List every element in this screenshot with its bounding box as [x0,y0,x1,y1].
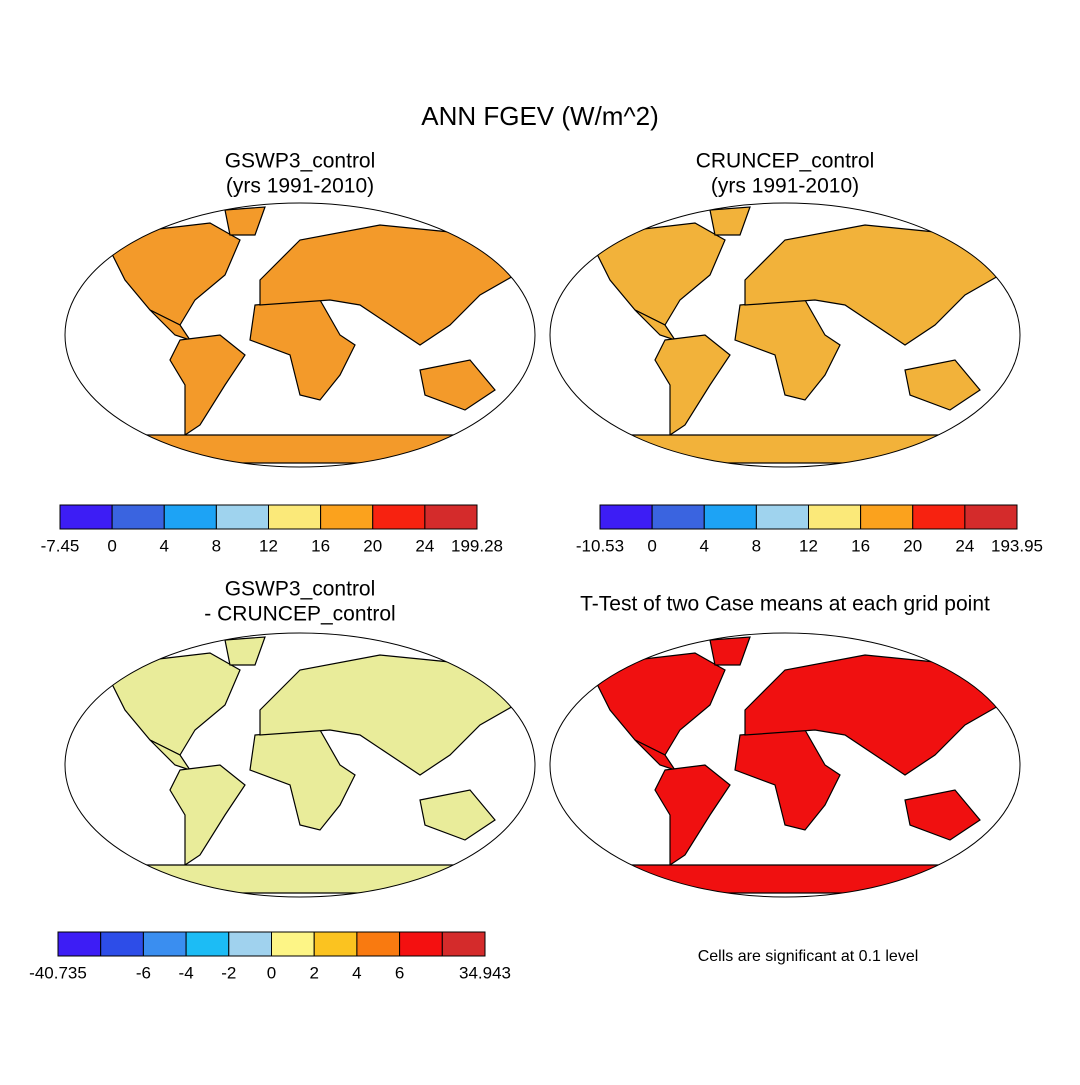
colorbar-label: 199.28 [451,536,503,555]
colorbar-label: -2 [221,963,236,982]
map [549,632,1021,898]
map-border [549,632,1021,898]
panel-title: GSWP3_control [225,578,376,601]
colorbar-label: 8 [212,536,221,555]
colorbar-box [271,931,315,957]
map [549,202,1021,468]
colorbar-box [808,504,862,530]
map-border [64,202,536,468]
colorbar-label: 16 [851,536,870,555]
colorbar-label: -7.45 [41,536,80,555]
colorbar-label: 12 [259,536,278,555]
colorbar-label: 8 [752,536,761,555]
colorbar-label: 0 [267,963,276,982]
colorbar-box [860,504,914,530]
colorbar-box [372,504,426,530]
colorbar-label: 6 [395,963,404,982]
colorbar-label: 2 [309,963,318,982]
colorbar-box [215,504,269,530]
colorbar-label: 24 [955,536,974,555]
colorbar-box [703,504,757,530]
colorbar-label: 24 [415,536,434,555]
map-border [549,202,1021,468]
panel-title: GSWP3_control [225,150,376,173]
colorbar-label: 4 [352,963,361,982]
colorbar-box [441,931,486,957]
colorbar-label: -40.735 [29,963,87,982]
colorbar-box [399,931,443,957]
colorbar-label: 20 [903,536,922,555]
panel-title: T-Test of two Case means at each grid po… [580,593,990,616]
colorbar-box [142,931,187,957]
colorbar-box [424,504,478,530]
colorbar-box [163,504,217,530]
colorbar-label: 20 [363,536,382,555]
note: Cells are significant at 0.1 level [698,948,919,965]
colorbar-box [320,504,374,530]
colorbar-label: 16 [311,536,330,555]
map-border [64,632,536,898]
colorbar-box [59,504,113,530]
colorbar-label: 193.95 [991,536,1043,555]
colorbar-box [268,504,322,530]
colorbar-box [100,931,144,957]
colorbar-label: -6 [136,963,151,982]
colorbar-label: 34.943 [459,963,511,982]
panel-title: - CRUNCEP_control [204,603,395,626]
panel-title: (yrs 1991-2010) [226,175,374,198]
colorbar-box [111,504,165,530]
colorbar-box [912,504,966,530]
map [64,632,536,898]
colorbar-label: -4 [179,963,194,982]
colorbar-label: 0 [647,536,656,555]
colorbar-box [57,931,102,957]
colorbar-box [356,931,401,957]
panel-title: (yrs 1991-2010) [711,175,859,198]
colorbar-box [755,504,809,530]
colorbar-box [228,931,273,957]
panel-title: CRUNCEP_control [696,150,875,173]
colorbar-box [313,931,358,957]
map [64,202,536,468]
colorbar-label: 0 [107,536,116,555]
colorbar-box [185,931,230,957]
colorbar-box [599,504,653,530]
colorbar-label: 12 [799,536,818,555]
figure-title: ANN FGEV (W/m^2) [421,101,659,131]
colorbar-label: 4 [700,536,709,555]
colorbar-box [964,504,1018,530]
colorbar-box [651,504,705,530]
colorbar-label: -10.53 [576,536,624,555]
colorbar-label: 4 [160,536,169,555]
